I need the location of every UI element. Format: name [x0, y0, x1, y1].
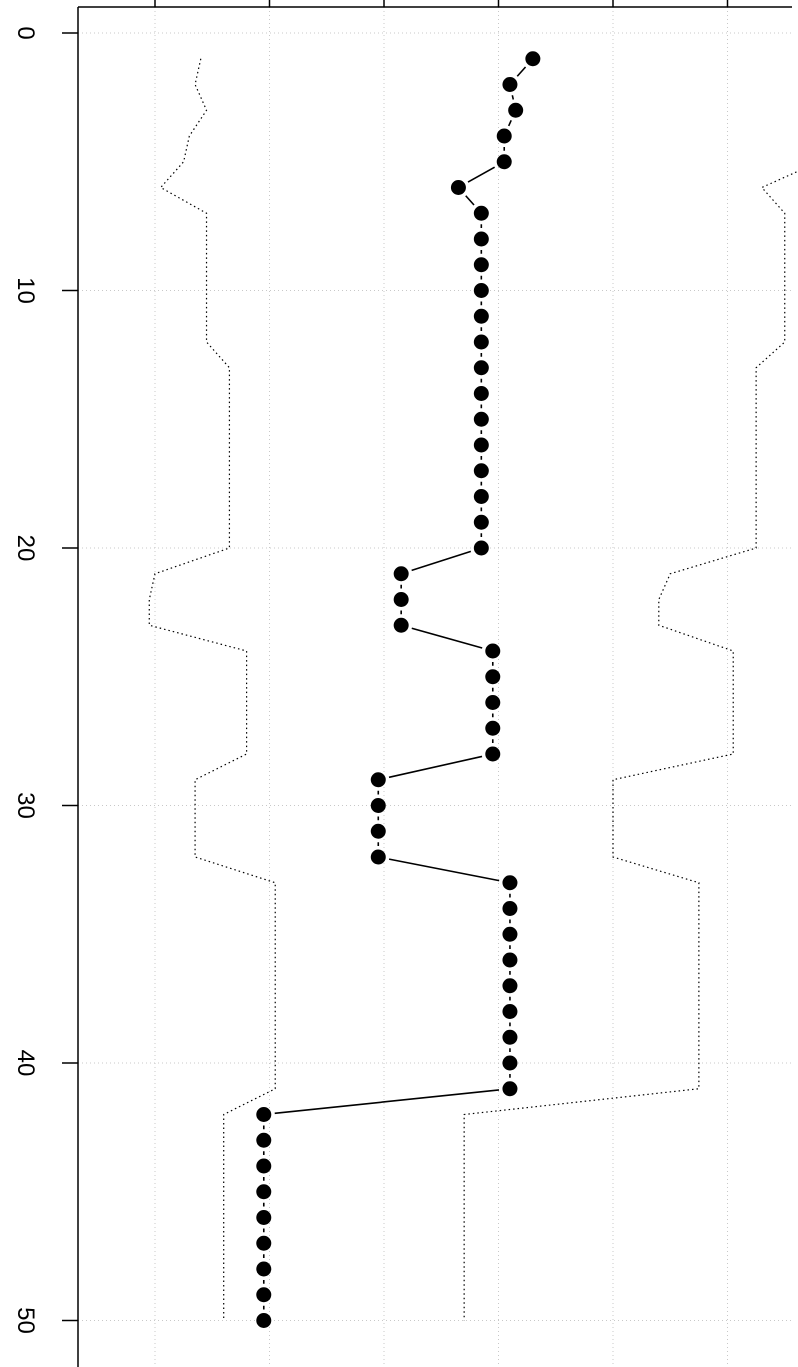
series-0-segment-31 — [388, 858, 500, 882]
series-0-point-2 — [502, 77, 518, 92]
series-0-point-21 — [393, 566, 409, 582]
series-0-point-22 — [393, 592, 409, 607]
series-0-point-46 — [256, 1210, 272, 1225]
series-0-point-41 — [502, 1081, 518, 1097]
series-0-point-29 — [370, 772, 386, 788]
series-0-point-11 — [473, 308, 489, 324]
series-0-point-15 — [473, 411, 489, 427]
series-0-point-30 — [370, 798, 386, 813]
series-points — [256, 51, 541, 1328]
x-tick-label-4: 40 — [12, 1050, 39, 1077]
series-0-point-26 — [485, 695, 501, 710]
series-0-point-27 — [485, 720, 501, 736]
series-0-point-1 — [525, 51, 541, 67]
series-0-point-19 — [473, 514, 489, 530]
series-0-segment-0 — [516, 66, 527, 77]
series-0-point-23 — [393, 617, 409, 633]
series-0-segment-40 — [274, 1089, 500, 1115]
series-0-point-39 — [502, 1029, 518, 1045]
series-0-point-6 — [450, 180, 466, 195]
series-0-point-18 — [473, 489, 489, 504]
series-0-segment-5 — [465, 195, 475, 206]
series-lines — [148, 58, 798, 1321]
series-0-point-13 — [473, 360, 489, 376]
series-0-point-34 — [502, 901, 518, 916]
series-1-dotted-line — [148, 58, 276, 1321]
series-0-point-37 — [502, 978, 518, 994]
grid-lines — [78, 7, 792, 1367]
series-0-segment-27 — [388, 755, 483, 779]
series-0-point-12 — [473, 334, 489, 350]
series-0-point-17 — [473, 463, 489, 479]
series-0-point-28 — [485, 746, 501, 762]
series-0-point-35 — [502, 926, 518, 942]
series-0-point-33 — [502, 875, 518, 891]
series-0-point-42 — [256, 1107, 272, 1122]
axis-ticks: 0 10 20 30 40 50 — [12, 0, 729, 1334]
series-0-point-10 — [473, 283, 489, 298]
series-0-point-43 — [256, 1132, 272, 1148]
series-0-segment-22 — [411, 627, 483, 649]
series-0-point-16 — [473, 437, 489, 453]
series-0-point-50 — [256, 1313, 272, 1328]
series-0-point-31 — [370, 823, 386, 839]
x-tick-label-2: 20 — [12, 535, 39, 562]
series-0-point-44 — [256, 1158, 272, 1174]
x-tick-label-1: 10 — [12, 277, 39, 304]
series-0-point-36 — [502, 952, 518, 968]
series-0-point-45 — [256, 1184, 272, 1200]
plot-frame — [77, 6, 792, 1367]
x-tick-label-3: 30 — [12, 792, 39, 819]
series-0-point-32 — [370, 849, 386, 865]
x-tick-label-0: 0 — [12, 26, 39, 39]
series-0-point-20 — [473, 540, 489, 556]
series-0-point-4 — [496, 128, 512, 144]
series-0-point-48 — [256, 1261, 272, 1277]
series-0-segment-4 — [467, 166, 496, 183]
series-0-point-5 — [496, 154, 512, 170]
series-0-point-8 — [473, 231, 489, 247]
series-0-point-3 — [508, 102, 524, 118]
series-0-point-7 — [473, 205, 489, 221]
series-0-segment-19 — [411, 550, 472, 572]
series-0-point-9 — [473, 257, 489, 273]
series-0-point-25 — [485, 669, 501, 685]
series-0-segment-2 — [507, 119, 512, 127]
series-0-point-40 — [502, 1055, 518, 1071]
series-2-dotted-line — [463, 170, 798, 1321]
series-0-point-24 — [485, 643, 501, 659]
x-tick-label-5: 50 — [12, 1307, 39, 1334]
series-0-segment-1 — [511, 95, 515, 100]
series-0-point-38 — [502, 1004, 518, 1019]
series-0-point-47 — [256, 1235, 272, 1251]
series-0-point-49 — [256, 1287, 272, 1303]
series-0-point-14 — [473, 386, 489, 401]
